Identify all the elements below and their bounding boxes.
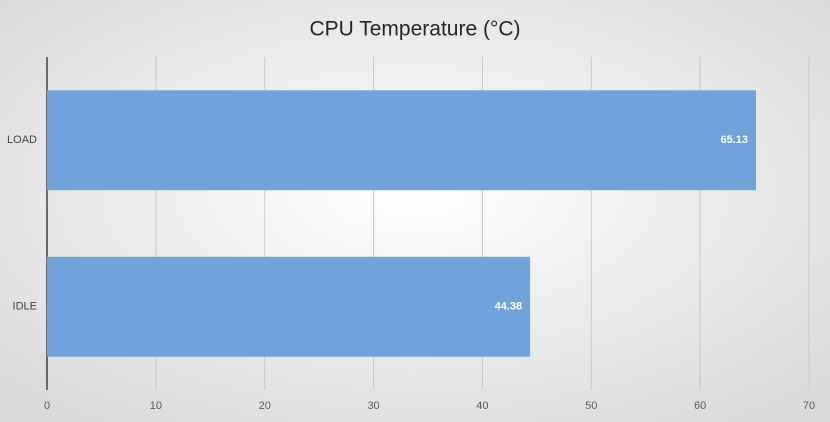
x-tick-label: 0 [44, 400, 50, 412]
y-tick-label: LOAD [7, 134, 37, 146]
x-tick-label: 60 [694, 400, 706, 412]
y-tick-label: IDLE [13, 301, 37, 313]
x-tick-label: 10 [150, 400, 162, 412]
x-tick-label: 20 [259, 400, 271, 412]
bar [47, 256, 531, 357]
x-tick-label: 30 [367, 400, 379, 412]
x-tick-label: 40 [476, 400, 488, 412]
data-label: 65.13 [720, 134, 748, 146]
x-tick-label: 70 [803, 400, 815, 412]
data-label: 44.38 [495, 301, 523, 313]
chart-title: CPU Temperature (°C) [309, 18, 520, 41]
x-tick-label: 50 [585, 400, 597, 412]
bar [47, 90, 756, 191]
